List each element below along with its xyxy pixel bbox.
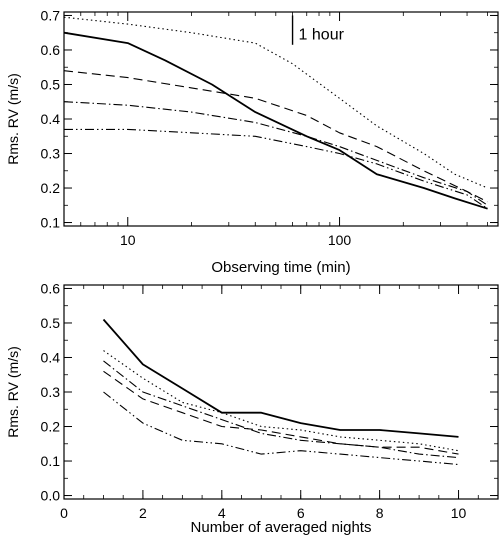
series-line-dashdot <box>63 101 488 206</box>
y-axis-label: Rms. RV (m/s) <box>5 73 21 165</box>
y-tick-label: 0.1 <box>41 215 61 231</box>
series-line-solid <box>102 318 459 438</box>
y-tick-label: 0.0 <box>41 488 61 504</box>
series-line-dashdotdot <box>64 128 488 210</box>
series-line-dashdotdot <box>103 391 459 466</box>
y-axis-label: Rms. RV (m/s) <box>5 346 21 438</box>
x-tick-label: 6 <box>297 505 305 521</box>
y-tick-label: 0.4 <box>41 111 61 127</box>
x-tick-label: 0 <box>60 505 68 521</box>
x-tick-label: 10 <box>120 232 136 248</box>
series-line-dashed <box>63 70 488 203</box>
y-tick-label: 0.1 <box>41 453 61 469</box>
y-tick-label: 0.7 <box>41 7 61 23</box>
x-axis-label: Number of averaged nights <box>191 519 372 536</box>
x-tick-label: 8 <box>376 505 384 521</box>
y-tick-label: 0.4 <box>41 349 61 365</box>
y-tick-label: 0.2 <box>41 419 61 435</box>
y-tick-label: 0.6 <box>41 280 61 296</box>
series-line-dashed <box>103 370 459 455</box>
y-tick-label: 0.6 <box>41 42 61 58</box>
chart-panel-1: 0.1 0.2 0.3 0.4 0.5 0.6 0.7 10 100 1 hour Observin… <box>5 7 499 276</box>
x-axis-label: Observing time (min) <box>211 259 350 276</box>
y-tick-label: 0.5 <box>41 76 61 92</box>
x-tick-label: 4 <box>218 505 226 521</box>
x-tick-label: 2 <box>139 505 147 521</box>
x-tick-label: 10 <box>451 505 467 521</box>
y-tick-label: 0.5 <box>41 315 61 331</box>
y-tick-label: 0.2 <box>41 180 61 196</box>
series-line-dotted <box>103 350 459 452</box>
x-tick-label: 100 <box>328 232 352 248</box>
annotation-label: 1 hour <box>299 26 345 43</box>
plot-frame <box>63 284 499 500</box>
chart-panel-2: 0.0 0.1 0.2 0.3 0.4 0.5 0.6 0 2 4 6 8 10 Number of av… <box>5 280 499 536</box>
series-line-dashdot <box>103 360 459 459</box>
y-tick-label: 0.3 <box>41 384 61 400</box>
y-tick-label: 0.3 <box>41 146 61 162</box>
series-line-solid <box>63 31 488 210</box>
